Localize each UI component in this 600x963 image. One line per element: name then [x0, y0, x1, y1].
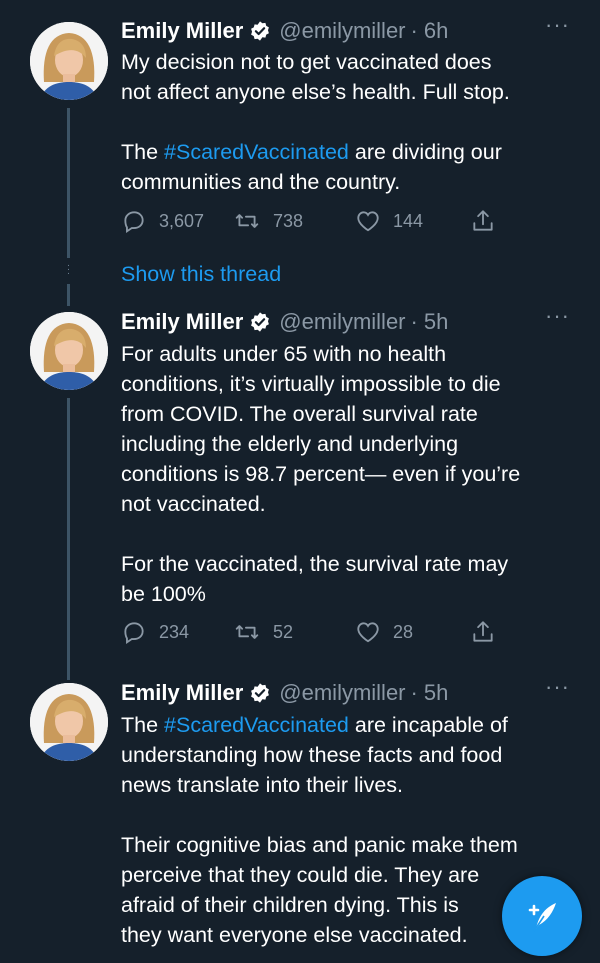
- show-thread-link[interactable]: Show this thread: [121, 262, 282, 286]
- tweet-line: from COVID. The overall survival rate: [121, 402, 478, 426]
- thread-line: [67, 108, 70, 258]
- tweet-line: afraid of their children dying. This is: [121, 893, 459, 917]
- heart-icon: [357, 622, 379, 643]
- tweet-line-blank: [121, 519, 581, 549]
- tweet-line: understanding how these facts and food: [121, 743, 503, 767]
- more-options-button[interactable]: ···: [545, 12, 570, 37]
- like-count: 144: [393, 210, 424, 231]
- retweet-count: 738: [273, 210, 304, 231]
- tweet-line: For adults under 65 with no health: [121, 342, 447, 366]
- retweet-icon: [235, 214, 259, 228]
- tweet-line: My decision not to get vaccinated does: [121, 50, 492, 74]
- separator: ·: [410, 309, 418, 334]
- more-options-button[interactable]: ···: [545, 303, 570, 328]
- tweet-line: news translate into their lives.: [121, 773, 404, 797]
- tweet-line: not affect anyone else’s health. Full st…: [121, 80, 510, 104]
- share-icon: [473, 621, 493, 642]
- share-icon: [473, 210, 493, 231]
- share-button[interactable]: [470, 617, 508, 647]
- text-span: The: [121, 140, 165, 164]
- tweet-line: communities and the country.: [121, 170, 401, 194]
- separator: ·: [410, 18, 418, 43]
- verified-badge-icon: [251, 683, 270, 703]
- timestamp[interactable]: 5h: [423, 680, 449, 705]
- tweet-text: My decision not to get vaccinated does no…: [121, 47, 581, 197]
- retweet-icon: [235, 625, 259, 639]
- tweet-actions: 234 52 28: [121, 617, 501, 647]
- tweet-line: they want everyone else vaccinated.: [121, 923, 468, 947]
- tweet-line: Their cognitive bias and panic make them: [121, 833, 518, 857]
- tweet-line: For the vaccinated, the survival rate ma…: [121, 552, 509, 576]
- share-button[interactable]: [470, 206, 508, 236]
- author-handle[interactable]: @emilymiller: [279, 680, 406, 705]
- separator: ·: [410, 680, 418, 705]
- author-handle[interactable]: @emilymiller: [279, 18, 406, 43]
- retweet-button[interactable]: 738: [233, 206, 303, 236]
- compose-tweet-button[interactable]: [502, 876, 582, 956]
- reply-count: 3,607: [159, 210, 205, 231]
- tweet-line-blank: [121, 800, 581, 830]
- tweet-text: For adults under 65 with no health condit…: [121, 339, 581, 609]
- reply-button[interactable]: 3,607: [121, 206, 204, 236]
- author-name[interactable]: Emily Miller: [121, 18, 244, 43]
- tweet-line: including the elderly and underlying: [121, 432, 459, 456]
- hashtag-link[interactable]: #ScaredVaccinated: [164, 713, 349, 737]
- reply-count: 234: [159, 621, 190, 642]
- tweet-header: Emily Miller @emilymiller · 5h ···: [121, 674, 600, 708]
- tweet-line: The #ScaredVaccinated are incapable of: [121, 710, 581, 740]
- tweet-line: perceive that they could die. They are: [121, 863, 480, 887]
- like-button[interactable]: 28: [355, 617, 413, 647]
- reply-icon: [124, 622, 144, 645]
- tweet-line: conditions, it’s virtually impossible to…: [121, 372, 501, 396]
- verified-badge-icon: [251, 21, 270, 41]
- author-name[interactable]: Emily Miller: [121, 680, 244, 705]
- more-options-button[interactable]: ···: [545, 674, 570, 699]
- avatar[interactable]: [30, 683, 108, 761]
- tweet-line: conditions is 98.7 percent— even if you’…: [121, 462, 521, 486]
- author-handle[interactable]: @emilymiller: [279, 309, 406, 334]
- like-count: 28: [393, 621, 414, 642]
- text-span: are dividing our: [348, 140, 502, 164]
- compose-tweet-icon: [528, 903, 556, 932]
- avatar[interactable]: [30, 312, 108, 390]
- tweet-line: be 100%: [121, 582, 206, 606]
- thread-line: [67, 284, 70, 306]
- tweet-line-blank: [121, 107, 581, 137]
- retweet-button[interactable]: 52: [233, 617, 293, 647]
- thread-line: [67, 398, 70, 680]
- retweet-count: 52: [273, 621, 294, 642]
- tweet-line: The #ScaredVaccinated are dividing our: [121, 137, 581, 167]
- tweet-header: Emily Miller @emilymiller · 6h ···: [121, 12, 600, 46]
- tweet-actions: 3,607 738 144: [121, 206, 501, 236]
- avatar[interactable]: [30, 22, 108, 100]
- reply-button[interactable]: 234: [121, 617, 189, 647]
- timestamp[interactable]: 6h: [423, 18, 449, 43]
- heart-icon: [357, 211, 379, 232]
- timestamp[interactable]: 5h: [423, 309, 449, 334]
- reply-icon: [124, 211, 144, 234]
- hashtag-link[interactable]: #ScaredVaccinated: [164, 140, 349, 164]
- tweet-line: not vaccinated.: [121, 492, 266, 516]
- verified-badge-icon: [251, 312, 270, 332]
- author-name[interactable]: Emily Miller: [121, 309, 244, 334]
- tweet-text: The #ScaredVaccinated are incapable of un…: [121, 710, 581, 950]
- text-span: are incapable of: [348, 713, 508, 737]
- thread-ellipsis: · · ·: [66, 260, 71, 279]
- like-button[interactable]: 144: [355, 206, 423, 236]
- tweet-header: Emily Miller @emilymiller · 5h ···: [121, 303, 600, 337]
- text-span: The: [121, 713, 165, 737]
